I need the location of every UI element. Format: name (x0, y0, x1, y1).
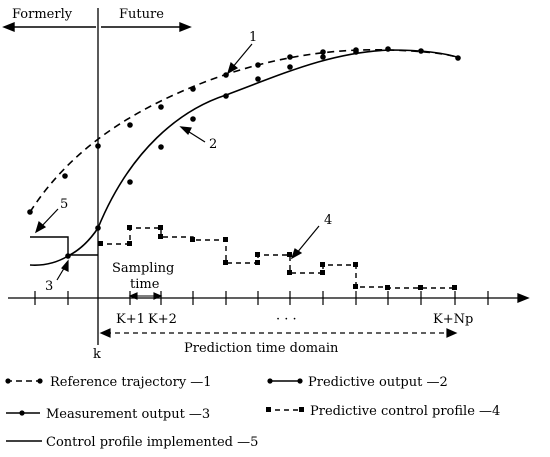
legend-predictive-control-symbol (266, 407, 304, 412)
callout-5-arrow (35, 208, 59, 234)
predictive-output-points (95, 46, 461, 231)
formerly-label: Formerly (12, 7, 73, 22)
reference-trajectory-points (27, 47, 359, 215)
sampling-time-label: time (130, 277, 160, 292)
prediction-domain-label: Prediction time domain (184, 341, 339, 356)
reference-trajectory (29, 48, 461, 213)
predictive-control-profile (98, 227, 455, 289)
callout-4-arrow (290, 225, 320, 260)
tick-label-ellipsis: · · · (276, 312, 297, 327)
legend-predictive-output-label: Predictive output —2 (308, 375, 448, 390)
callout-2-label: 2 (209, 137, 217, 152)
tick-label-k: k (93, 347, 101, 362)
time-axis (8, 293, 530, 303)
control-profile-implemented (30, 236, 98, 256)
future-arrow (101, 21, 192, 33)
callout-1-arrow (227, 43, 253, 75)
callout-4-label: 4 (324, 213, 332, 228)
tick-label-k-plus-1: K+1 (116, 312, 145, 327)
callout-3-arrow (56, 259, 69, 281)
formerly-arrow (2, 21, 96, 33)
tick-label-k-plus-np: K+Np (433, 312, 473, 327)
measurement-output (29, 227, 99, 266)
time-axis-ticks (34, 291, 489, 305)
legend-control-implemented-label: Control profile implemented —5 (46, 435, 258, 450)
legend: Reference trajectory —1 Predictive outpu… (5, 375, 500, 450)
predictive-control-points (98, 225, 457, 290)
legend-predictive-output-symbol (267, 378, 303, 384)
legend-predictive-control-label: Predictive control profile —4 (310, 404, 500, 419)
legend-reference-symbol (5, 378, 44, 384)
legend-reference-label: Reference trajectory —1 (50, 375, 212, 390)
callout-2-arrow (179, 126, 206, 143)
tick-label-k-plus-2: K+2 (148, 312, 177, 327)
legend-measurement-symbol (6, 410, 40, 416)
prediction-domain-arrow (99, 328, 458, 338)
legend-measurement-label: Measurement output —3 (46, 407, 210, 422)
predictive-output (97, 49, 461, 229)
predictive-output-rise (98, 95, 226, 228)
callout-1-label: 1 (249, 30, 257, 45)
future-label: Future (119, 7, 164, 22)
sampling-interval-arrow (128, 292, 163, 300)
callout-3-label: 3 (45, 279, 53, 294)
callout-5-label: 5 (60, 197, 68, 212)
sampling-label: Sampling (112, 261, 174, 276)
